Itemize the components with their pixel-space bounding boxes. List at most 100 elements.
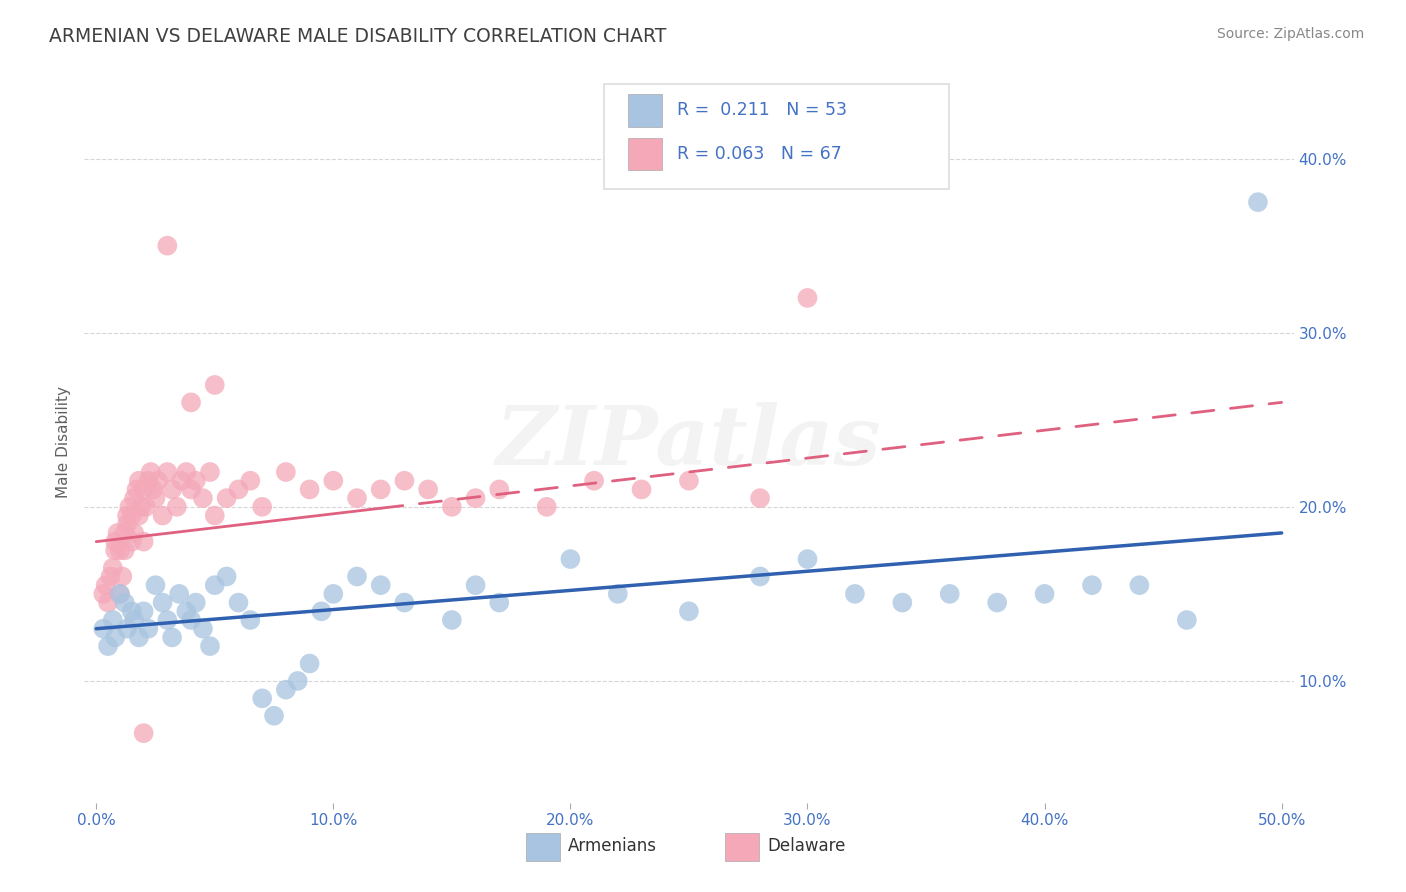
Point — [104, 631, 127, 645]
Point — [97, 596, 120, 610]
Point — [464, 491, 486, 505]
Point — [844, 587, 866, 601]
Point — [606, 587, 628, 601]
Point — [1081, 578, 1104, 592]
Point — [115, 508, 138, 523]
FancyBboxPatch shape — [725, 833, 759, 861]
Point — [128, 631, 150, 645]
Point — [128, 474, 150, 488]
Point — [749, 569, 772, 583]
Point — [114, 543, 136, 558]
Point — [215, 569, 238, 583]
Point — [145, 491, 167, 505]
Point — [370, 578, 392, 592]
Point — [129, 500, 152, 514]
Point — [180, 483, 202, 497]
Point — [311, 604, 333, 618]
Point — [176, 604, 198, 618]
Point — [167, 587, 190, 601]
Point — [464, 578, 486, 592]
Text: ARMENIAN VS DELAWARE MALE DISABILITY CORRELATION CHART: ARMENIAN VS DELAWARE MALE DISABILITY COR… — [49, 27, 666, 45]
Point — [891, 596, 914, 610]
Point — [152, 596, 174, 610]
Point — [583, 474, 606, 488]
Point — [204, 578, 226, 592]
Point — [796, 291, 818, 305]
Point — [239, 474, 262, 488]
FancyBboxPatch shape — [628, 94, 662, 127]
Point — [440, 613, 463, 627]
Point — [160, 483, 183, 497]
Point — [630, 483, 652, 497]
Point — [115, 622, 138, 636]
Point — [108, 543, 131, 558]
Point — [322, 587, 344, 601]
Point — [121, 534, 143, 549]
Point — [125, 483, 148, 497]
Text: R = 0.063   N = 67: R = 0.063 N = 67 — [676, 145, 842, 163]
Point — [346, 569, 368, 583]
Point — [263, 708, 285, 723]
Point — [135, 500, 157, 514]
Y-axis label: Male Disability: Male Disability — [56, 385, 72, 498]
Point — [118, 500, 141, 514]
Point — [1247, 195, 1270, 210]
Point — [198, 465, 221, 479]
Point — [152, 508, 174, 523]
Point — [170, 474, 193, 488]
Point — [394, 474, 416, 488]
Point — [440, 500, 463, 514]
Point — [101, 561, 124, 575]
Point — [122, 491, 145, 505]
Point — [132, 483, 155, 497]
Point — [180, 395, 202, 409]
Text: ZIPatlas: ZIPatlas — [496, 401, 882, 482]
Point — [1175, 613, 1198, 627]
Point — [298, 483, 321, 497]
Point — [128, 508, 150, 523]
Point — [114, 596, 136, 610]
Point — [488, 596, 510, 610]
Point — [938, 587, 960, 601]
FancyBboxPatch shape — [628, 138, 662, 170]
Point — [132, 534, 155, 549]
Point — [108, 587, 131, 601]
Point — [198, 639, 221, 653]
Point — [239, 613, 262, 627]
Point — [156, 238, 179, 252]
Point — [1033, 587, 1056, 601]
Point — [91, 587, 114, 601]
Point — [104, 534, 127, 549]
Point — [228, 483, 250, 497]
Point — [108, 587, 131, 601]
Point — [184, 596, 207, 610]
Point — [749, 491, 772, 505]
Point — [1128, 578, 1150, 592]
Point — [394, 596, 416, 610]
Point — [560, 552, 582, 566]
Point — [274, 465, 297, 479]
Point — [145, 578, 167, 592]
Point — [536, 500, 558, 514]
Text: Armenians: Armenians — [568, 838, 657, 855]
Point — [111, 569, 134, 583]
Point — [370, 483, 392, 497]
Point — [114, 525, 136, 540]
Point — [138, 622, 160, 636]
Point — [104, 543, 127, 558]
Point — [204, 508, 226, 523]
Point — [94, 578, 117, 592]
Point — [184, 474, 207, 488]
Point — [678, 474, 700, 488]
Point — [322, 474, 344, 488]
Point — [101, 613, 124, 627]
Point — [191, 622, 214, 636]
Point — [298, 657, 321, 671]
Point — [418, 483, 440, 497]
Point — [156, 465, 179, 479]
Point — [121, 604, 143, 618]
Point — [678, 604, 700, 618]
Point — [132, 726, 155, 740]
Point — [287, 673, 309, 688]
Point — [796, 552, 818, 566]
